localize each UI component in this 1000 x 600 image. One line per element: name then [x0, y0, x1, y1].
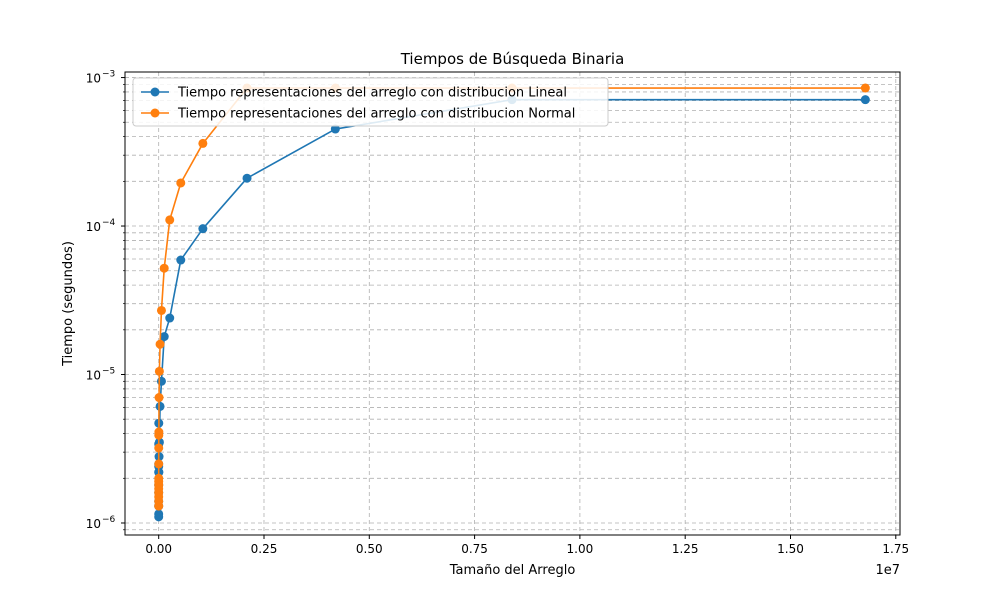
x-tick-label: 1.75	[882, 542, 909, 556]
y-tick-label: 10 −3	[86, 70, 116, 86]
y-tick-base: 10	[86, 517, 101, 531]
x-tick-label: 0.50	[356, 542, 383, 556]
x-tick-label: 1.50	[777, 542, 804, 556]
data-point	[198, 138, 208, 148]
data-point	[154, 427, 164, 437]
data-point	[860, 95, 870, 105]
data-point	[154, 366, 164, 376]
data-point	[165, 215, 175, 225]
data-point	[154, 473, 164, 483]
data-point	[154, 393, 164, 403]
data-point	[154, 509, 164, 519]
data-point	[176, 255, 186, 265]
data-point	[154, 459, 164, 469]
chart-title: Tiempos de Búsqueda Binaria	[400, 50, 625, 68]
x-tick-label: 0.00	[145, 542, 172, 556]
y-tick-label: 10 −4	[86, 218, 116, 234]
y-tick-exponent: −3	[102, 70, 115, 80]
x-tick-label: 0.75	[461, 542, 488, 556]
y-tick-exponent: −4	[102, 218, 116, 228]
y-tick-exponent: −6	[102, 515, 116, 525]
x-tick-label: 1.00	[567, 542, 594, 556]
data-point	[154, 443, 164, 453]
y-tick-base: 10	[86, 220, 101, 234]
y-tick-base: 10	[86, 369, 101, 383]
data-point	[165, 313, 175, 323]
legend-label: Tiempo representaciones del arreglo con …	[177, 86, 567, 101]
y-tick-label: 10 −5	[86, 367, 116, 383]
y-tick-base: 10	[86, 72, 101, 86]
legend-item: Tiempo representaciones del arreglo con …	[141, 86, 567, 101]
y-tick-label: 10 −6	[86, 515, 116, 531]
data-point	[176, 178, 186, 188]
grid-lines	[125, 72, 900, 535]
y-axis-label: Tiempo (segundos)	[61, 241, 76, 367]
legend: Tiempo representaciones del arreglo con …	[132, 77, 609, 127]
x-axis-label: Tamaño del Arreglo	[449, 563, 576, 578]
legend-box	[132, 77, 609, 127]
data-point	[330, 124, 340, 134]
data-point	[155, 339, 165, 349]
axis-ticks: 0.00 0.25 0.50 0.75 1.00 1.25 1.50 1.7510−610−5…	[86, 70, 909, 556]
x-axis-offset-label: 1e7	[875, 563, 900, 578]
y-tick-exponent: −5	[102, 367, 115, 377]
data-point	[860, 83, 870, 93]
data-point	[159, 263, 169, 273]
legend-item: Tiempo representaciones del arreglo con …	[141, 107, 575, 122]
data-point	[156, 305, 166, 315]
data-point	[159, 332, 169, 342]
data-point	[198, 224, 208, 234]
data-point	[242, 173, 252, 183]
x-tick-label: 0.25	[251, 542, 278, 556]
legend-label: Tiempo representaciones del arreglo con …	[177, 107, 575, 122]
legend-marker	[150, 87, 160, 97]
x-tick-label: 1.25	[672, 542, 699, 556]
data-point	[155, 401, 165, 411]
legend-marker	[150, 108, 160, 118]
data-point	[156, 376, 166, 386]
